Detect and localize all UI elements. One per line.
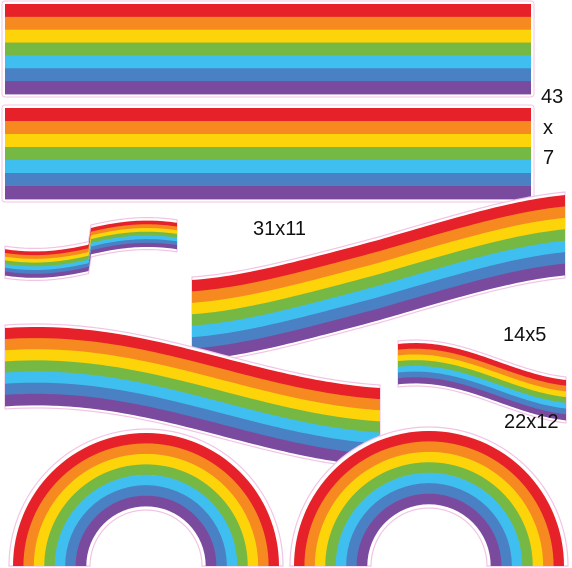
band-yellow [192, 217, 565, 315]
band-orange [192, 206, 565, 304]
wave-sticker-small-left [4, 217, 178, 281]
arch-sticker-left [8, 428, 284, 567]
band-green [192, 229, 565, 327]
wave-mid-size-label: 14x5 [503, 324, 547, 346]
band-orange [5, 338, 380, 411]
band-light-blue [5, 371, 380, 445]
wave-sticker-small-right [397, 339, 567, 424]
band-light-blue [192, 240, 565, 338]
band-light-blue [335, 472, 523, 566]
band-blue [5, 382, 380, 456]
band-light-blue [5, 235, 177, 271]
band-red [5, 327, 380, 400]
band-purple [398, 377, 566, 421]
stripe-size-height-label: 7 [543, 147, 555, 169]
band-blue [5, 68, 531, 82]
band-yellow [5, 228, 177, 263]
wave-sticker-mid-left [4, 323, 381, 470]
band-red [192, 195, 565, 292]
band-purple [5, 393, 380, 467]
band-light-blue [54, 474, 238, 566]
band-purple [356, 493, 502, 566]
band-green [398, 360, 566, 404]
band-red [398, 343, 566, 387]
band-green [44, 464, 248, 566]
wave-stickers [4, 191, 567, 470]
band-green [5, 231, 177, 267]
arch-stickers [8, 426, 569, 567]
band-purple [5, 81, 531, 95]
wave-small-size-label: 22x12 [504, 411, 559, 433]
band-light-blue [398, 365, 566, 409]
stripe-size-separator-label: x [543, 117, 553, 139]
band-purple [75, 495, 217, 566]
band-purple [5, 186, 531, 200]
band-blue [346, 483, 512, 566]
band-light-blue [5, 160, 531, 174]
band-red [5, 4, 531, 18]
band-green [5, 147, 531, 161]
band-green [325, 462, 533, 566]
stripe-stickers [1, 0, 535, 203]
band-orange [398, 348, 566, 392]
band-red [5, 108, 531, 122]
wave-sticker-large [191, 191, 566, 364]
stripe-sticker-top [1, 0, 535, 98]
arch-sticker-right [289, 426, 569, 567]
band-green [5, 360, 380, 433]
band-yellow [5, 349, 380, 422]
band-yellow [398, 354, 566, 398]
band-blue [192, 252, 565, 349]
band-blue [5, 173, 531, 187]
band-purple [192, 263, 565, 361]
band-orange [5, 224, 177, 260]
band-red [5, 220, 177, 256]
wave-large-size-label: 31x11 [253, 218, 307, 240]
band-light-blue [5, 55, 531, 69]
band-blue [65, 485, 227, 566]
band-blue [398, 371, 566, 415]
band-blue [5, 239, 177, 275]
band-yellow [5, 134, 531, 148]
band-orange [5, 121, 531, 135]
band-orange [5, 16, 531, 31]
band-purple [5, 242, 177, 278]
band-green [5, 42, 531, 56]
stripe-size-width-label: 43 [541, 86, 564, 108]
band-yellow [5, 29, 531, 43]
stripe-sticker-bottom [1, 104, 535, 203]
